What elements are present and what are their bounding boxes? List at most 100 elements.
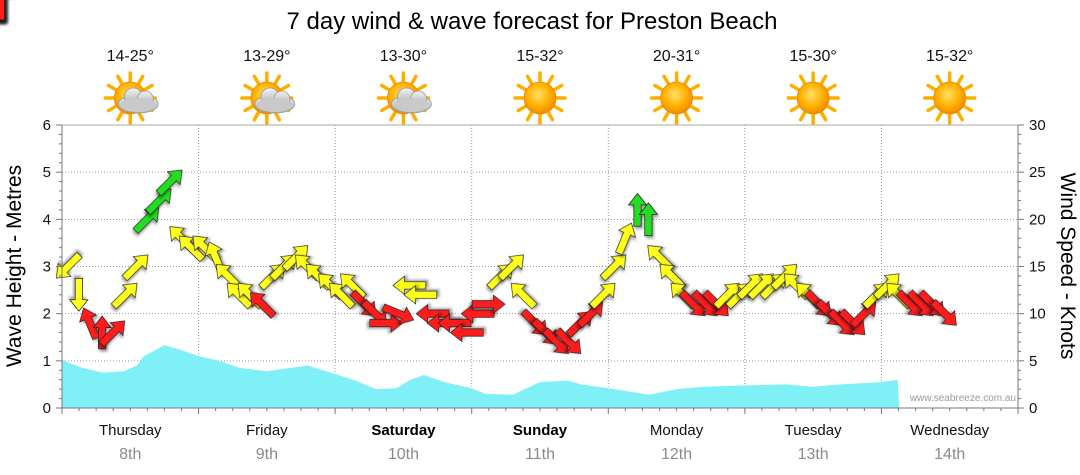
right-tick-label: 30	[1029, 117, 1046, 134]
sun-ray	[252, 109, 262, 122]
sun-icon	[513, 71, 567, 125]
wind-arrow	[615, 222, 636, 256]
sun-ray	[525, 74, 535, 87]
sun-ray	[662, 109, 671, 122]
wind-arrow	[79, 307, 101, 341]
right-tick-label: 10	[1029, 306, 1046, 323]
sun-ray	[243, 83, 256, 93]
sun-ray	[653, 83, 666, 93]
sun-ray	[278, 83, 291, 93]
sun-ray	[252, 74, 262, 87]
day-label: Saturday 10th	[371, 422, 436, 463]
day-name: Saturday	[371, 422, 436, 439]
sun-disc	[933, 81, 967, 115]
wind-arrow	[471, 294, 506, 314]
sun-ray	[824, 83, 837, 93]
sun-disc	[523, 81, 557, 115]
sun-ray	[955, 109, 964, 122]
wind-arrow	[392, 275, 427, 296]
day-labels-row: Thursday 8th Friday 9th Saturday 10th Sunday 11…	[99, 422, 990, 463]
day-label: Friday 9th	[246, 422, 288, 463]
sun-ray	[682, 109, 691, 122]
sun-ray	[960, 103, 974, 113]
left-tick-label: 3	[43, 259, 51, 276]
day-date: 14th	[934, 446, 965, 463]
cloud-shape	[391, 87, 432, 114]
sun-icon	[922, 71, 977, 125]
cloud-fill	[393, 98, 430, 112]
day-date: 12th	[661, 446, 692, 463]
left-tick-label: 1	[43, 353, 51, 370]
sun-ray	[935, 74, 944, 87]
temperature-range: 15-30°	[789, 48, 836, 65]
partly-cloudy-icon	[103, 71, 159, 125]
wind-arrow	[588, 282, 616, 310]
sun-ray	[525, 109, 535, 122]
temperature-range: 15-32°	[926, 48, 973, 65]
right-axis-label: Wind Speed - Knots	[1056, 173, 1079, 360]
wind-arrow	[576, 301, 604, 329]
cloud-shape	[254, 87, 296, 114]
sun-ray	[687, 83, 701, 93]
sun-ray	[551, 103, 564, 113]
sun-ray	[272, 74, 282, 87]
right-tick-label: 5	[1029, 353, 1037, 370]
sun-ray	[379, 83, 393, 93]
day-name: Friday	[246, 422, 288, 439]
sun-ray	[116, 109, 125, 122]
day-label: Sunday 11th	[513, 422, 568, 463]
sun-ray	[926, 83, 939, 93]
sun-ray	[389, 74, 398, 87]
wind-arrow	[599, 254, 627, 282]
day-label: Thursday 8th	[99, 422, 162, 463]
wind-arrow	[627, 192, 648, 227]
wind-arrow	[849, 301, 877, 329]
day-label: Wednesday 14th	[910, 422, 989, 463]
sun-ray	[789, 83, 802, 93]
day-date: 9th	[256, 446, 278, 463]
cloud-shape	[117, 87, 159, 114]
left-tick-label: 5	[43, 164, 51, 181]
day-forecast: 13-29°	[240, 48, 296, 125]
sun-ray	[789, 103, 802, 113]
right-tick-label: 20	[1029, 211, 1046, 228]
temperature-range: 13-30°	[380, 48, 427, 65]
wind-arrow	[132, 207, 160, 235]
wind-arrow	[437, 313, 472, 333]
wind-arrow	[69, 278, 89, 312]
axes	[56, 124, 1024, 414]
day-date: 10th	[388, 446, 419, 463]
wind-arrow	[110, 282, 138, 310]
wave-height-fill	[62, 345, 900, 408]
wind-arrow	[98, 320, 126, 348]
cloud-fill	[120, 98, 157, 112]
day-forecast: 15-30°	[786, 48, 840, 125]
sun-ray	[662, 74, 671, 87]
wind-arrow	[930, 298, 957, 326]
wind-arrow	[510, 282, 538, 310]
sun-ray	[798, 109, 808, 122]
sun-ray	[141, 83, 154, 93]
temperature-range: 14-25°	[107, 48, 154, 65]
sun-ray	[414, 83, 427, 93]
day-forecast: 14-25°	[103, 48, 159, 125]
left-tick-label: 4	[43, 211, 51, 228]
wind-arrow	[497, 254, 524, 282]
sun-ray	[824, 103, 837, 113]
wind-arrow	[415, 303, 450, 324]
wind-arrow	[249, 292, 277, 319]
sun-ray	[551, 83, 564, 93]
temperature-range: 15-32°	[516, 48, 563, 65]
left-tick-labels: 0 1 2 3 4 5 6	[43, 117, 51, 417]
day-date: 11th	[525, 446, 555, 463]
wind-arrow	[155, 169, 183, 197]
wind-arrow	[92, 315, 112, 350]
sun-ray	[243, 103, 256, 113]
day-label: Tuesday 13th	[785, 422, 842, 463]
sun-disc	[796, 81, 830, 115]
left-tick-label: 0	[43, 400, 51, 417]
sun-ray	[516, 103, 529, 113]
sun-ray	[545, 74, 555, 87]
right-tick-label: 25	[1029, 164, 1046, 181]
